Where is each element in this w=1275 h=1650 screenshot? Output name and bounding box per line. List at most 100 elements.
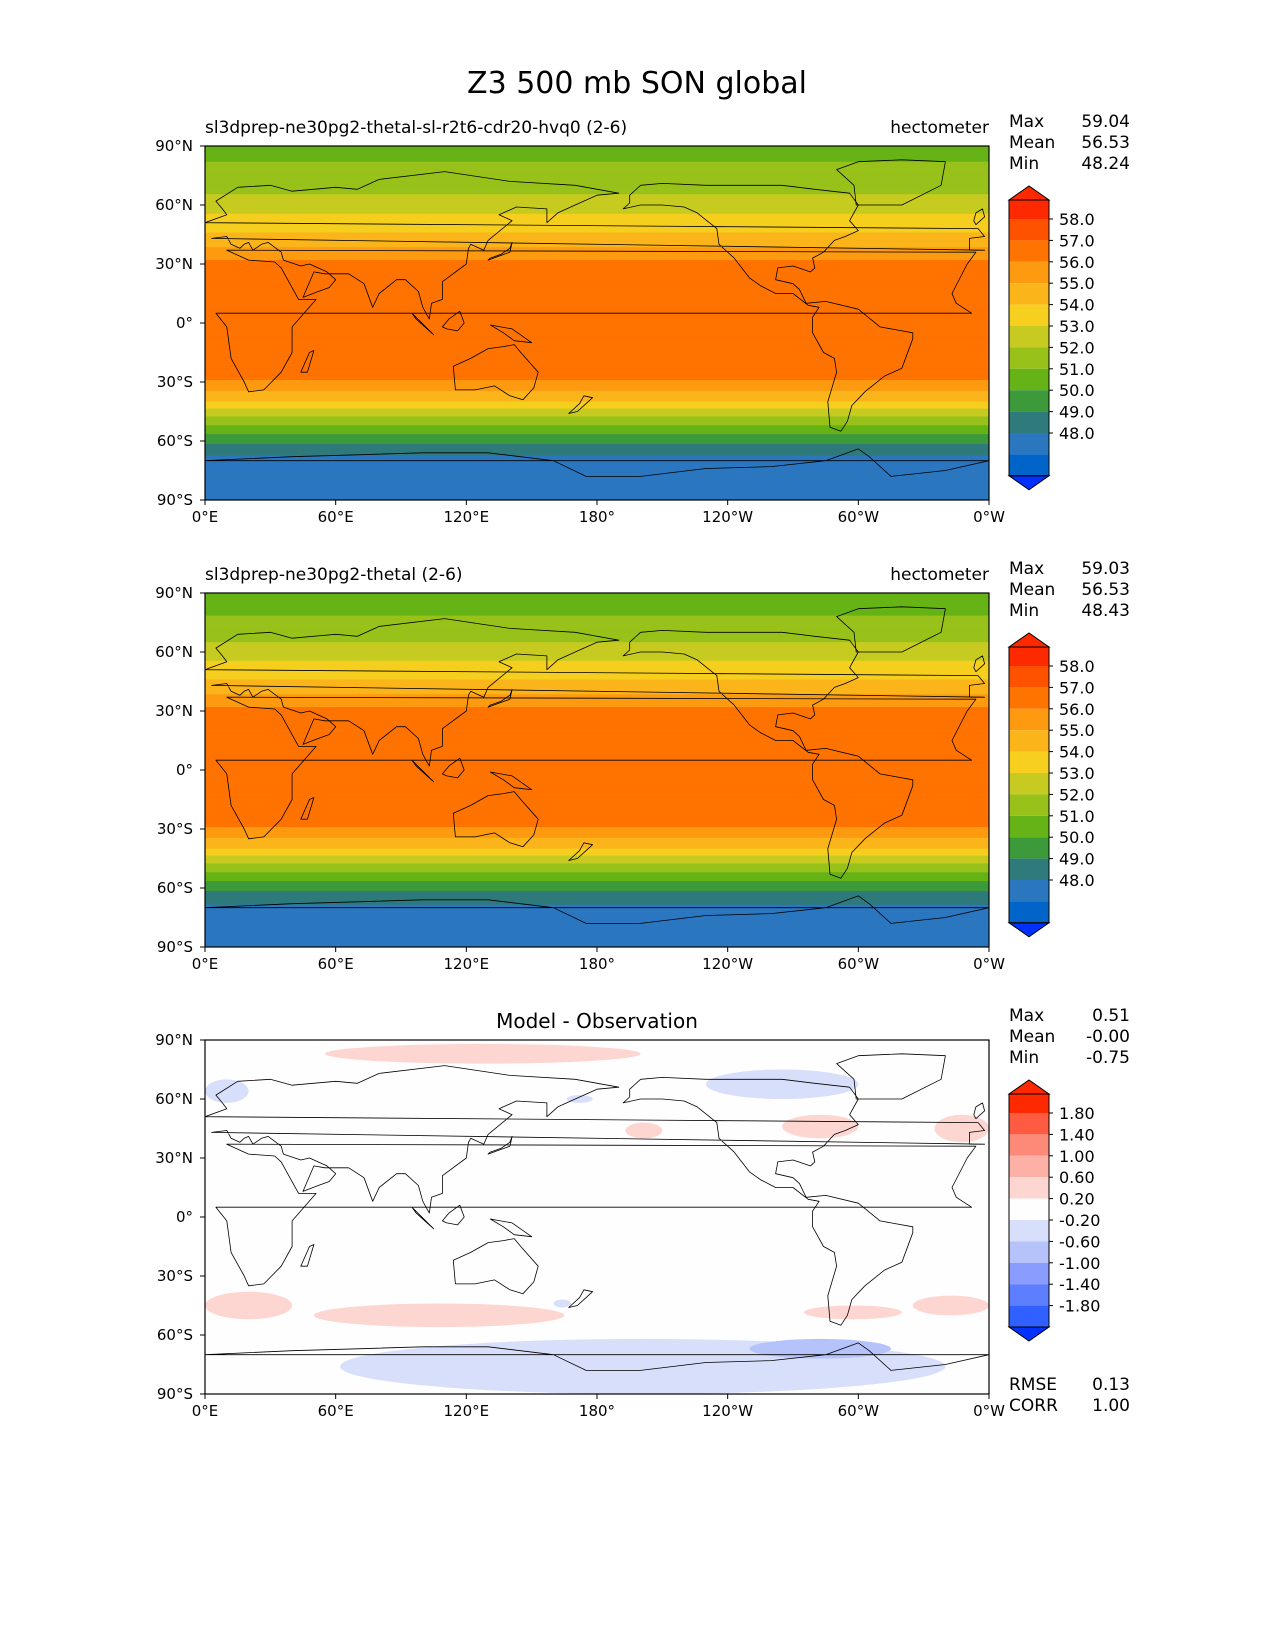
contour-band bbox=[205, 772, 989, 775]
contour-band bbox=[205, 469, 989, 472]
colorbar-label: 1.80 bbox=[1059, 1104, 1095, 1123]
positive-anomaly bbox=[313, 1303, 565, 1328]
contour-band bbox=[205, 466, 989, 469]
contour-band bbox=[205, 722, 989, 725]
colorbar-segment bbox=[1009, 200, 1049, 219]
contour-band bbox=[205, 643, 989, 645]
stat-value: 48.24 bbox=[1081, 154, 1130, 174]
contour-band bbox=[205, 747, 989, 749]
colorbar-segment bbox=[1009, 794, 1049, 816]
contour-band bbox=[205, 241, 989, 243]
contour-band bbox=[205, 771, 989, 774]
contour-band bbox=[205, 471, 989, 474]
contour-band bbox=[205, 656, 989, 659]
contour-band bbox=[205, 797, 989, 800]
stat-value: 56.53 bbox=[1081, 580, 1130, 600]
contour-band bbox=[205, 605, 989, 608]
contour-band bbox=[205, 905, 989, 908]
contour-band bbox=[205, 682, 989, 685]
contour-band bbox=[205, 226, 989, 229]
contour-band bbox=[205, 811, 989, 813]
y-tick-label: 60°N bbox=[155, 643, 193, 661]
colorbar-label: -1.40 bbox=[1059, 1275, 1100, 1294]
contour-band bbox=[205, 161, 989, 164]
contour-band bbox=[205, 399, 989, 402]
contour-band bbox=[205, 323, 989, 325]
contour-band bbox=[205, 347, 989, 350]
contour-band bbox=[205, 758, 989, 760]
contour-band bbox=[205, 930, 989, 932]
contour-band bbox=[205, 256, 989, 258]
contour-band bbox=[205, 675, 989, 678]
contour-band bbox=[205, 158, 989, 161]
contour-band bbox=[205, 328, 989, 331]
colorbar-label: 0.20 bbox=[1059, 1190, 1095, 1209]
colorbar-label: 52.0 bbox=[1059, 338, 1095, 357]
contour-band bbox=[205, 295, 989, 298]
x-tick-label: 0°W bbox=[973, 955, 1005, 973]
contour-band bbox=[205, 658, 989, 661]
contour-band bbox=[205, 356, 989, 359]
contour-band bbox=[205, 828, 989, 830]
contour-band bbox=[205, 676, 989, 679]
contour-band bbox=[205, 277, 989, 280]
contour-band bbox=[205, 172, 989, 175]
contour-band bbox=[205, 378, 989, 380]
contour-band bbox=[205, 178, 989, 181]
contour-band bbox=[205, 659, 989, 662]
contour-band bbox=[205, 176, 989, 179]
contour-band bbox=[205, 223, 989, 226]
contour-band bbox=[205, 727, 989, 730]
contour-band bbox=[205, 206, 989, 209]
contour-band bbox=[205, 270, 989, 273]
contour-band bbox=[205, 636, 989, 638]
contour-band bbox=[205, 148, 989, 151]
contour-band bbox=[205, 639, 989, 641]
contour-band bbox=[205, 630, 989, 632]
colorbar-label: 1.00 bbox=[1059, 1147, 1095, 1166]
contour-band bbox=[205, 342, 989, 345]
contour-band bbox=[205, 672, 989, 675]
colorbar-label: 0.60 bbox=[1059, 1168, 1095, 1187]
contour-band bbox=[205, 667, 989, 670]
contour-band bbox=[205, 785, 989, 788]
contour-band bbox=[205, 707, 989, 709]
contour-band bbox=[205, 801, 989, 804]
y-tick-label: 90°N bbox=[155, 584, 193, 602]
contour-band bbox=[205, 303, 989, 305]
contour-band bbox=[205, 745, 989, 747]
contour-band bbox=[205, 763, 989, 765]
panel-title: Model - Observation bbox=[496, 1009, 698, 1033]
contour-band bbox=[205, 739, 989, 742]
contour-band bbox=[205, 786, 989, 789]
contour-band bbox=[205, 660, 989, 663]
contour-band bbox=[205, 941, 989, 943]
contour-band bbox=[205, 442, 989, 445]
contour-band bbox=[205, 714, 989, 717]
contour-band bbox=[205, 222, 989, 225]
contour-band bbox=[205, 761, 989, 763]
contour-band bbox=[205, 492, 989, 494]
colorbar-label: -1.80 bbox=[1059, 1297, 1100, 1316]
contour-band bbox=[205, 339, 989, 342]
contour-band bbox=[205, 170, 989, 173]
contour-band bbox=[205, 179, 989, 182]
contour-band bbox=[205, 414, 989, 417]
contour-band bbox=[205, 357, 989, 359]
contour-band bbox=[205, 716, 989, 719]
contour-band bbox=[205, 895, 989, 898]
contour-band bbox=[205, 754, 989, 756]
contour-band bbox=[205, 431, 989, 433]
contour-band bbox=[205, 320, 989, 322]
contour-band bbox=[205, 770, 989, 772]
contour-band bbox=[205, 211, 989, 214]
contour-band bbox=[205, 945, 989, 947]
contour-band bbox=[205, 750, 989, 752]
contour-band bbox=[205, 628, 989, 630]
contour-band bbox=[205, 359, 989, 361]
y-tick-label: 90°S bbox=[157, 1385, 193, 1403]
stat-label: Min bbox=[1009, 1048, 1039, 1068]
contour-band bbox=[205, 937, 989, 939]
contour-band bbox=[205, 827, 989, 829]
contour-band bbox=[205, 607, 989, 610]
